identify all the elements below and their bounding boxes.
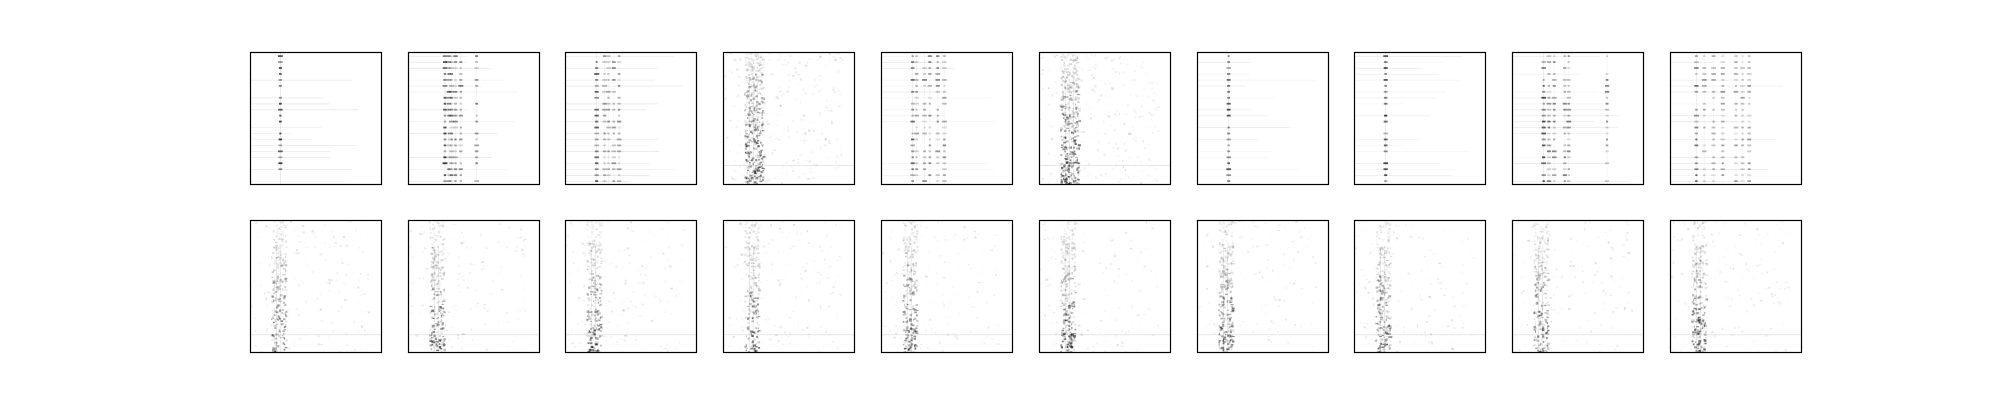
panel-image xyxy=(881,52,1013,185)
panel-image xyxy=(408,52,540,185)
panel-bottom-2 xyxy=(407,219,541,354)
panel-image xyxy=(1197,52,1329,185)
panel-frame xyxy=(407,51,541,186)
panel-image xyxy=(1197,220,1329,353)
panel-bottom-10 xyxy=(1669,219,1803,354)
panel-top-10 xyxy=(1669,51,1803,186)
panel-frame xyxy=(722,51,856,186)
panel-frame xyxy=(1038,219,1172,354)
panel-top-1 xyxy=(249,51,383,186)
panel-image xyxy=(565,52,697,185)
panel-top-5 xyxy=(880,51,1014,186)
panel-top-8 xyxy=(1353,51,1487,186)
panel-grid xyxy=(249,51,1803,354)
panel-frame xyxy=(1353,51,1487,186)
panel-image xyxy=(408,220,540,353)
panel-image xyxy=(881,220,1013,353)
panel-image xyxy=(1670,52,1802,185)
panel-frame xyxy=(722,219,856,354)
panel-image xyxy=(1354,220,1486,353)
panel-bottom-4 xyxy=(722,219,856,354)
panel-bottom-3 xyxy=(564,219,698,354)
panel-top-4 xyxy=(722,51,856,186)
panel-image xyxy=(565,220,697,353)
panel-image xyxy=(1512,52,1644,185)
panel-top-7 xyxy=(1196,51,1330,186)
panel-frame xyxy=(1511,219,1645,354)
panel-frame xyxy=(1196,219,1330,354)
panel-frame xyxy=(564,51,698,186)
panel-image xyxy=(1039,220,1171,353)
panel-frame xyxy=(407,219,541,354)
panel-frame xyxy=(880,51,1014,186)
panel-top-9 xyxy=(1511,51,1645,186)
panel-bottom-9 xyxy=(1511,219,1645,354)
panel-image xyxy=(1354,52,1486,185)
panel-image xyxy=(723,220,855,353)
panel-image xyxy=(1670,220,1802,353)
panel-bottom-7 xyxy=(1196,219,1330,354)
panel-frame xyxy=(249,219,383,354)
panel-bottom-8 xyxy=(1353,219,1487,354)
panel-frame xyxy=(1196,51,1330,186)
panel-frame xyxy=(1353,219,1487,354)
panel-frame xyxy=(1511,51,1645,186)
panel-top-6 xyxy=(1038,51,1172,186)
panel-image xyxy=(250,220,382,353)
panel-top-3 xyxy=(564,51,698,186)
panel-frame xyxy=(249,51,383,186)
panel-bottom-5 xyxy=(880,219,1014,354)
panel-frame xyxy=(1669,219,1803,354)
panel-top-2 xyxy=(407,51,541,186)
panel-image xyxy=(250,52,382,185)
panel-bottom-6 xyxy=(1038,219,1172,354)
panel-image xyxy=(1512,220,1644,353)
panel-bottom-1 xyxy=(249,219,383,354)
panel-frame xyxy=(1038,51,1172,186)
panel-image xyxy=(1039,52,1171,185)
panel-frame xyxy=(880,219,1014,354)
panel-frame xyxy=(1669,51,1803,186)
panel-frame xyxy=(564,219,698,354)
panel-image xyxy=(723,52,855,185)
